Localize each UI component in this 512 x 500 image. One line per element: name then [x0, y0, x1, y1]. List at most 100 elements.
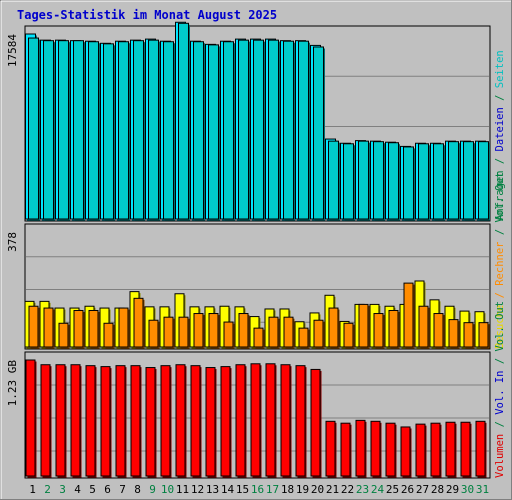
bar-rechner-day-25 [388, 309, 399, 348]
bar-volumen-day-6 [100, 366, 111, 477]
bar-dateien-day-9 [148, 39, 159, 220]
bar-rechner-day-7 [118, 307, 129, 348]
bar-rechner-day-31 [478, 322, 489, 348]
bar-rechner-day-11 [178, 316, 189, 348]
bar-dateien-day-24 [373, 141, 384, 220]
day-label-14: 14 [221, 483, 235, 496]
legend-entry: Vol. In [494, 371, 506, 415]
day-label-30: 30 [461, 483, 474, 496]
day-label-26: 26 [401, 483, 414, 496]
bar-rechner-day-24 [373, 313, 384, 348]
bar-rechner-day-21 [328, 307, 339, 348]
bar-volumen-day-13 [205, 367, 216, 477]
bar-rechner-day-3 [58, 322, 69, 348]
day-label-23: 23 [356, 483, 369, 496]
bar-rechner-day-30 [463, 322, 474, 348]
bar-rechner-day-26 [403, 282, 414, 348]
panel-2: 378 Besuche / Rechner / Vol. Out [6, 172, 506, 350]
bar-rechner-day-27 [418, 305, 429, 348]
bar-dateien-day-30 [463, 141, 474, 220]
legend-entry: Volumen [494, 434, 506, 478]
panel-1-max-label: 17584 [6, 34, 19, 67]
bar-dateien-day-12 [193, 41, 204, 220]
bar-rechner-day-10 [163, 316, 174, 348]
bar-dateien-day-19 [298, 40, 309, 220]
bar-volumen-day-21 [325, 420, 336, 477]
bar-rechner-day-2 [43, 307, 54, 348]
bar-volumen-day-27 [415, 423, 426, 477]
bar-volumen-day-22 [340, 422, 351, 477]
legend-entry: / [494, 88, 506, 107]
bar-rechner-day-29 [448, 319, 459, 348]
bar-dateien-day-2 [43, 40, 54, 220]
bar-dateien-day-17 [268, 39, 279, 220]
bar-dateien-day-8 [133, 40, 144, 220]
bar-dateien-day-26 [403, 146, 414, 220]
bar-dateien-day-4 [73, 40, 84, 220]
bar-rechner-day-6 [103, 322, 114, 348]
day-label-27: 27 [416, 483, 429, 496]
bar-volumen-day-12 [190, 365, 201, 477]
bar-dateien-day-1 [28, 37, 39, 220]
day-label-19: 19 [296, 483, 309, 496]
day-label-25: 25 [386, 483, 399, 496]
day-label-8: 8 [134, 483, 141, 496]
bar-dateien-day-21 [328, 140, 339, 220]
bar-dateien-day-23 [358, 140, 369, 220]
day-label-29: 29 [446, 483, 459, 496]
day-label-10: 10 [161, 483, 174, 496]
bar-volumen-day-20 [310, 368, 321, 477]
bar-volumen-day-28 [430, 422, 441, 477]
day-label-15: 15 [236, 483, 249, 496]
bar-volumen-day-9 [145, 367, 156, 477]
day-label-13: 13 [206, 483, 219, 496]
day-label-17: 17 [266, 483, 279, 496]
day-label-5: 5 [89, 483, 96, 496]
bar-dateien-day-5 [88, 41, 99, 220]
bar-volumen-day-10 [160, 365, 171, 477]
bar-volumen-day-7 [115, 365, 126, 477]
legend-entry: Besuche [494, 305, 506, 349]
day-label-11: 11 [176, 483, 189, 496]
day-label-3: 3 [59, 483, 66, 496]
bar-dateien-day-11 [178, 22, 189, 220]
bar-rechner-day-13 [208, 313, 219, 348]
bar-volumen-day-31 [475, 420, 486, 477]
legend-entry: / [494, 286, 506, 305]
panel-3: 1.23 GB Volumen / Vol. In / Vol. Out [6, 301, 506, 479]
bar-dateien-day-18 [283, 40, 294, 220]
bar-volumen-day-16 [250, 363, 261, 477]
legend-entry: / [494, 352, 506, 371]
bar-dateien-day-14 [223, 41, 234, 220]
day-label-4: 4 [74, 483, 81, 496]
bar-dateien-day-10 [163, 41, 174, 220]
bar-dateien-day-29 [448, 141, 459, 220]
day-label-24: 24 [371, 483, 385, 496]
bar-volumen-day-25 [385, 422, 396, 477]
bar-volumen-day-1 [25, 359, 36, 477]
day-label-1: 1 [29, 483, 36, 496]
panel-3-max-label: 1.23 GB [6, 360, 19, 407]
bar-rechner-day-9 [148, 319, 159, 348]
legend-entry: Dateien [494, 107, 506, 151]
day-label-6: 6 [104, 483, 111, 496]
bar-rechner-day-1 [28, 305, 39, 348]
bar-volumen-day-2 [40, 364, 51, 477]
panel-1: 17584 Anfragen / Dateien / Seiten [6, 21, 506, 222]
bar-rechner-day-19 [298, 327, 309, 348]
bar-rechner-day-20 [313, 319, 324, 348]
panel-1-legend: Anfragen / Dateien / Seiten [494, 50, 506, 221]
bar-volumen-day-14 [220, 366, 231, 477]
bar-volumen-day-30 [460, 421, 471, 477]
bar-volumen-day-17 [265, 363, 276, 477]
day-label-21: 21 [326, 483, 339, 496]
day-label-16: 16 [251, 483, 264, 496]
bar-dateien-day-31 [478, 141, 489, 220]
bar-volumen-day-11 [175, 364, 186, 477]
legend-entry: / [494, 415, 506, 434]
day-label-20: 20 [311, 483, 324, 496]
chart-title: Tages-Statistik im Monat August 2025 [17, 8, 277, 22]
bar-volumen-day-5 [85, 365, 96, 477]
panel-3-legend: Volumen / Vol. In / Vol. Out [494, 301, 506, 478]
legend-entry: Seiten [494, 50, 506, 88]
